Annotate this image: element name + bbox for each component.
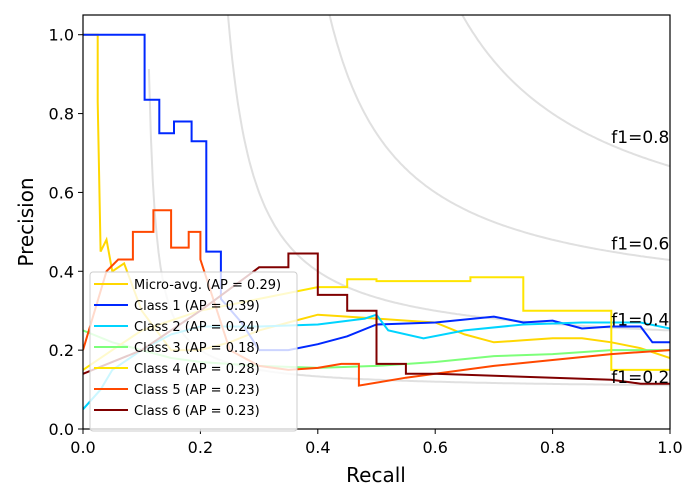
iso-f1-label: f1=0.6 (611, 235, 669, 255)
y-tick-label: 0.2 (49, 341, 74, 360)
x-tick-label: 0.2 (188, 438, 213, 457)
legend-label: Micro-avg. (AP = 0.29) (134, 278, 281, 293)
plot-frame (82, 14, 671, 430)
y-tick-label: 0.8 (49, 105, 74, 124)
legend-label: Class 6 (AP = 0.23) (134, 404, 260, 419)
legend: Micro-avg. (AP = 0.29) Class 1 (AP = 0.39… (89, 271, 298, 432)
legend-label: Class 2 (AP = 0.24) (134, 320, 260, 335)
legend-label: Class 5 (AP = 0.23) (134, 383, 260, 398)
x-tick-label: 0.0 (70, 438, 95, 457)
legend-box (89, 271, 298, 432)
x-tick-label: 0.4 (305, 438, 330, 457)
y-axis-label: Precision (14, 177, 38, 266)
x-axis-label: Recall (346, 463, 406, 487)
legend-label: Class 3 (AP = 0.18) (134, 341, 260, 356)
iso-f1-label: f1=0.2 (611, 368, 669, 388)
x-tick-label: 0.6 (422, 438, 447, 457)
series-line (83, 33, 670, 359)
y-tick-label: 1.0 (49, 26, 74, 45)
y-tick-label: 0.0 (49, 420, 74, 439)
legend-label: Class 1 (AP = 0.39) (134, 299, 260, 314)
legend-label: Class 4 (AP = 0.28) (134, 362, 260, 377)
series-line (83, 252, 670, 385)
iso-f1-curve (461, 15, 670, 168)
iso-f1-curve (328, 15, 670, 261)
x-tick-label: 1.0 (657, 438, 682, 457)
iso-f1-label: f1=0.4 (611, 311, 669, 331)
iso-f1-label: f1=0.8 (611, 128, 669, 148)
x-tick-label: 0.8 (540, 438, 565, 457)
y-tick-label: 0.6 (49, 183, 74, 202)
y-tick-label: 0.4 (49, 262, 74, 281)
